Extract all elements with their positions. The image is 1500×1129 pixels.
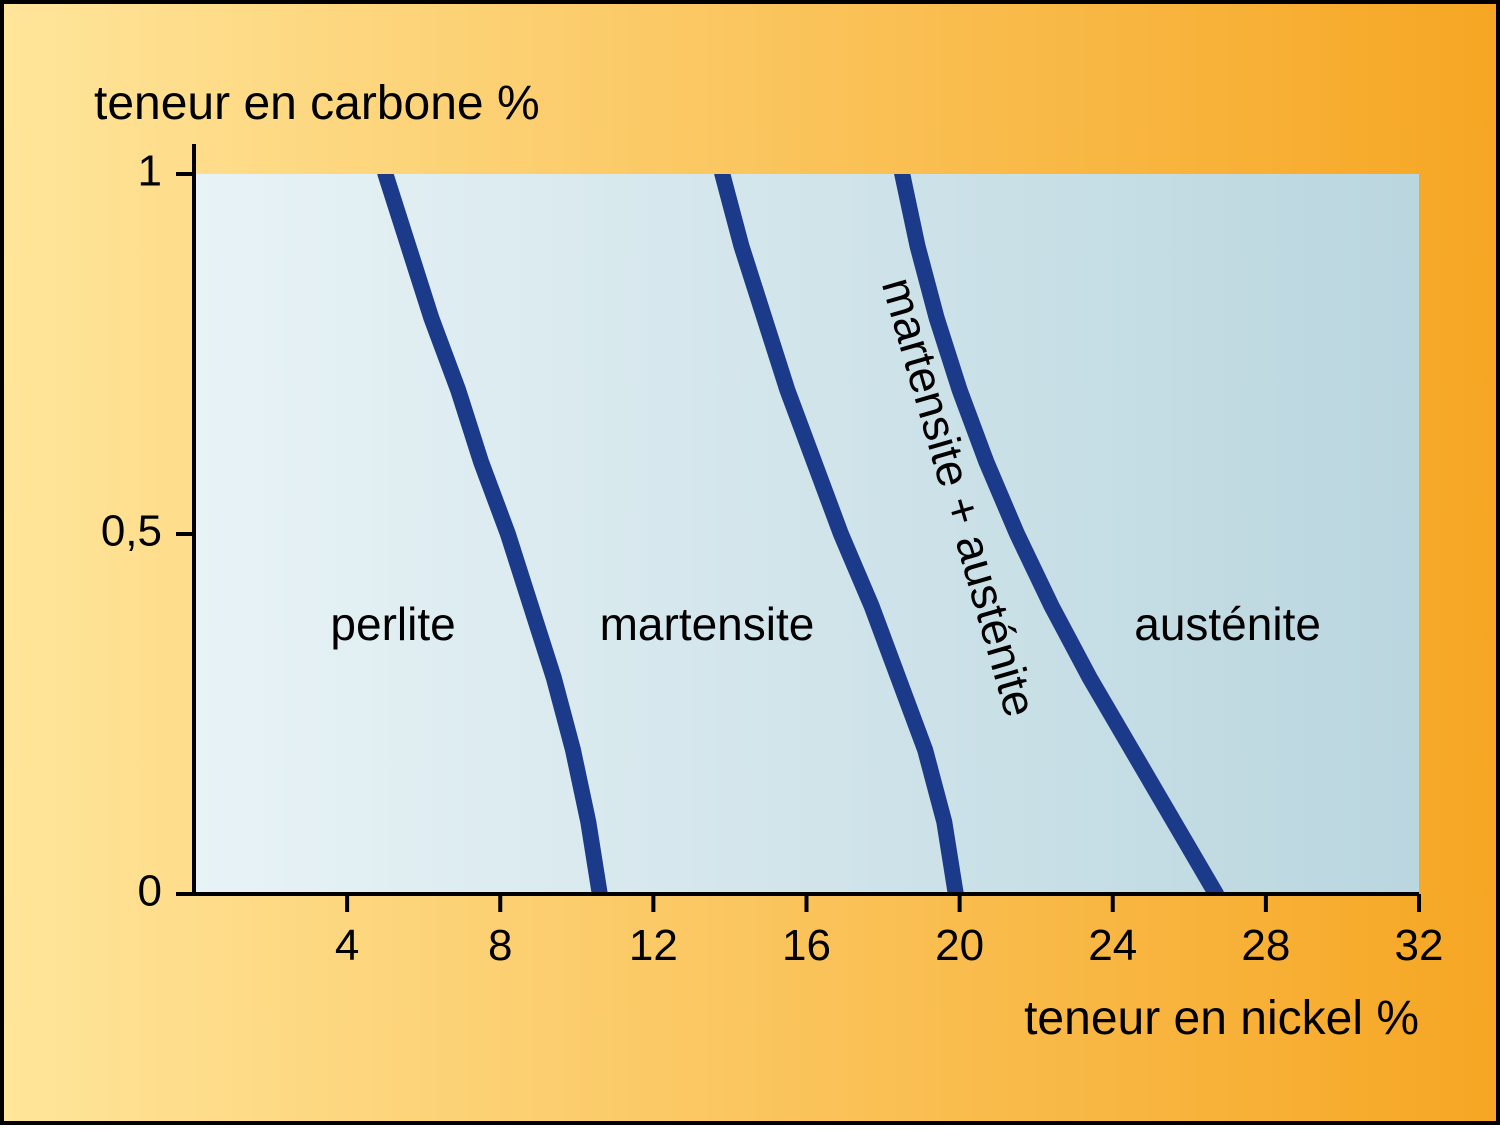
x-tick-label: 16 <box>782 921 831 970</box>
x-tick-label: 32 <box>1395 921 1444 970</box>
phase-diagram-svg: perlitemartensiteausténitemartensite + a… <box>4 4 1500 1129</box>
y-tick-label: 0,5 <box>101 507 162 556</box>
region-label-1: martensite <box>600 598 815 650</box>
region-label-0: perlite <box>330 598 455 650</box>
x-axis-title-svg: teneur en nickel % <box>1024 992 1419 1045</box>
region-label-2: austénite <box>1134 598 1321 650</box>
x-tick-label: 4 <box>335 921 359 970</box>
x-tick-label: 12 <box>629 921 678 970</box>
plot-area <box>194 174 1419 894</box>
y-axis-title-svg: teneur en carbone % <box>94 77 540 130</box>
x-tick-label: 24 <box>1088 921 1137 970</box>
x-tick-label: 20 <box>935 921 984 970</box>
y-tick-label: 1 <box>138 147 162 196</box>
x-tick-label: 8 <box>488 921 512 970</box>
y-tick-label: 0 <box>138 867 162 916</box>
x-tick-label: 28 <box>1241 921 1290 970</box>
diagram-outer: perlitemartensiteausténitemartensite + a… <box>0 0 1500 1125</box>
